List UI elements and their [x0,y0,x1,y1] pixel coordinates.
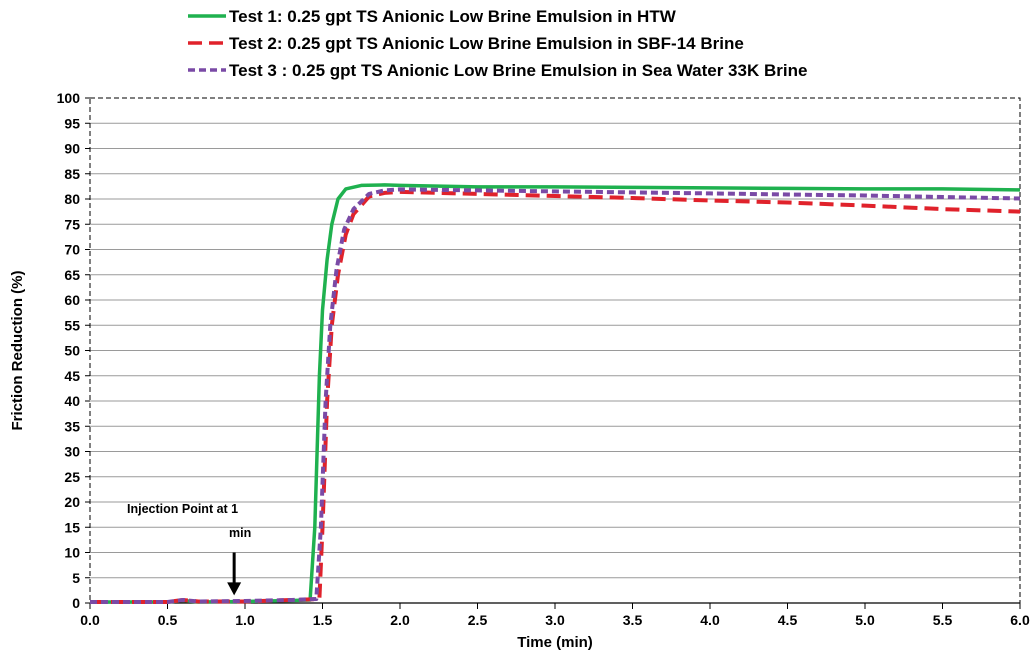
annotation-arrow-head [227,582,242,596]
y-tick-label: 40 [64,393,80,409]
y-tick-label: 80 [64,191,80,207]
x-axis-label: Time (min) [517,634,593,651]
y-tick-label: 55 [64,317,80,333]
y-tick-label: 25 [64,469,80,485]
y-tick-label: 15 [64,519,80,535]
x-tick-label: 6.0 [1010,612,1030,628]
x-tick-label: 3.5 [623,612,643,628]
y-tick-label: 85 [64,166,80,182]
x-tick-label: 4.0 [700,612,720,628]
y-tick-label: 0 [72,595,80,611]
y-tick-label: 95 [64,115,80,131]
x-tick-label: 5.5 [933,612,953,628]
series-lines [90,183,1021,604]
legend-label-test-3: Test 3 : 0.25 gpt TS Anionic Low Brine E… [229,61,807,80]
y-axis-ticks: 0 5 10 15 20 25 30 35 40 45 50 55 60 65 70 75 80 85 90 95 10… [57,90,90,611]
x-tick-label: 0.5 [158,612,178,628]
y-tick-label: 100 [57,90,81,106]
injection-annotation: Injection Point at 1 min [127,502,251,596]
x-tick-label: 1.0 [235,612,255,628]
legend: Test 1: 0.25 gpt TS Anionic Low Brine Em… [188,7,807,80]
legend-label-test-1: Test 1: 0.25 gpt TS Anionic Low Brine Em… [229,7,677,26]
y-tick-label: 75 [64,216,80,232]
y-axis-label: Friction Reduction (%) [9,271,26,431]
y-tick-label: 65 [64,267,80,283]
series-line-test-3 [90,187,1021,604]
x-tick-label: 1.5 [313,612,333,628]
y-tick-label: 20 [64,494,80,510]
x-tick-label: 2.0 [390,612,410,628]
y-tick-label: 35 [64,418,80,434]
y-tick-label: 30 [64,444,80,460]
y-tick-label: 45 [64,368,80,384]
y-tick-label: 10 [64,545,80,561]
annotation-line-2: min [229,526,251,540]
y-tick-label: 5 [72,570,80,586]
x-tick-label: 0.0 [80,612,100,628]
y-tick-label: 50 [64,343,80,359]
x-tick-label: 5.0 [855,612,875,628]
x-tick-label: 3.0 [545,612,565,628]
legend-label-test-2: Test 2: 0.25 gpt TS Anionic Low Brine Em… [229,34,744,53]
annotation-line-1: Injection Point at 1 [127,502,238,516]
y-tick-label: 90 [64,141,80,157]
grid-lines [90,122,1020,604]
y-tick-label: 70 [64,242,80,258]
y-tick-label: 60 [64,292,80,308]
x-tick-label: 4.5 [778,612,798,628]
x-tick-label: 2.5 [468,612,488,628]
x-axis-ticks: 0.0 0.5 1.0 1.5 2.0 2.5 3.0 3.5 4.0 4.5 5.0 5.5 6.0 [80,603,1030,628]
